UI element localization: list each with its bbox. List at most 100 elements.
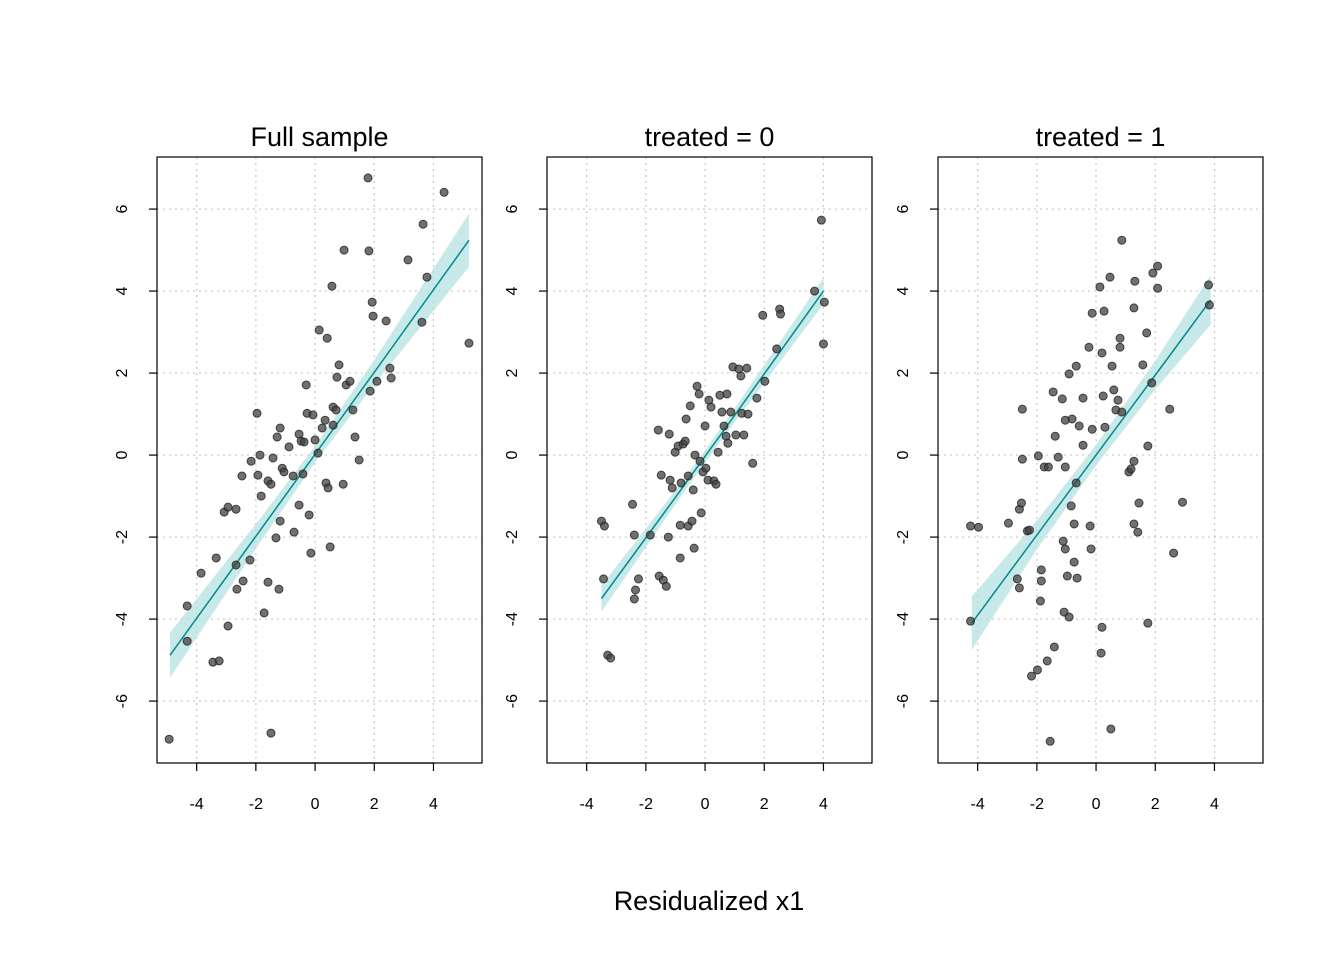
- point: [700, 421, 710, 431]
- plot-frame: [937, 156, 1264, 764]
- point: [1036, 576, 1046, 586]
- point: [1133, 527, 1143, 537]
- point: [628, 499, 638, 509]
- point: [1130, 276, 1140, 286]
- point: [464, 338, 474, 348]
- point: [772, 344, 782, 354]
- point: [1035, 596, 1045, 606]
- point: [665, 475, 675, 485]
- point: [1045, 736, 1055, 746]
- point: [1147, 378, 1157, 388]
- point: [1053, 452, 1063, 462]
- point: [599, 521, 609, 531]
- point: [274, 584, 284, 594]
- point: [1134, 498, 1144, 508]
- plot-frame: [546, 156, 873, 764]
- point: [1064, 612, 1074, 622]
- point: [1036, 565, 1046, 575]
- point: [268, 453, 278, 463]
- point: [364, 246, 374, 256]
- y-tick-label: 2: [895, 369, 912, 378]
- point: [1106, 724, 1116, 734]
- point: [1126, 464, 1136, 474]
- point: [345, 376, 355, 386]
- point: [752, 393, 762, 403]
- point: [196, 568, 206, 578]
- point: [1074, 421, 1084, 431]
- point: [818, 339, 828, 349]
- point: [275, 423, 285, 433]
- point: [231, 504, 241, 514]
- point: [661, 581, 671, 591]
- point: [1097, 622, 1107, 632]
- point: [211, 553, 221, 563]
- x-axis-label: Residualized x1: [614, 886, 805, 916]
- point: [339, 245, 349, 255]
- point: [1117, 407, 1127, 417]
- point: [1100, 422, 1110, 432]
- x-tick-label: -4: [190, 796, 204, 813]
- y-tick-label: -4: [504, 612, 521, 626]
- point: [272, 432, 282, 442]
- point: [719, 421, 729, 431]
- point: [266, 728, 276, 738]
- point: [731, 430, 741, 440]
- point: [232, 584, 242, 594]
- point: [1060, 544, 1070, 554]
- point: [758, 310, 768, 320]
- point: [320, 415, 330, 425]
- point: [164, 734, 174, 744]
- y-tick-label: 0: [895, 451, 912, 460]
- y-tick-label: 4: [895, 287, 912, 296]
- plot-frame: [156, 156, 483, 764]
- point: [1058, 536, 1068, 546]
- point: [289, 527, 299, 537]
- point: [306, 548, 316, 558]
- point: [1069, 519, 1079, 529]
- panel: treated = 0 -4 -2 0 2 4 -6 -4 -2 0 2 4 6: [504, 122, 873, 813]
- panel: treated = 1 -4 -2 0 2 4 -6 -4 -2 0 2 4 6: [895, 122, 1264, 813]
- point: [748, 458, 758, 468]
- point: [1014, 583, 1024, 593]
- point: [238, 576, 248, 586]
- point: [327, 281, 337, 291]
- y-tick-label: 0: [504, 451, 521, 460]
- point: [367, 297, 377, 307]
- point: [322, 333, 332, 343]
- point: [689, 543, 699, 553]
- point: [338, 479, 348, 489]
- point: [1204, 300, 1214, 310]
- point: [1017, 454, 1027, 464]
- fit-line: [971, 299, 1212, 624]
- y-tick-label: 6: [504, 205, 521, 214]
- point: [368, 311, 378, 321]
- point: [348, 405, 358, 415]
- x-tick-label: -2: [249, 796, 263, 813]
- point: [1153, 283, 1163, 293]
- point: [372, 376, 382, 386]
- point: [1042, 656, 1052, 666]
- y-tick-label: -4: [895, 612, 912, 626]
- fit-line: [169, 239, 470, 656]
- point: [288, 471, 298, 481]
- point: [606, 653, 616, 663]
- point: [1049, 642, 1059, 652]
- point: [1032, 665, 1042, 675]
- x-tick-label: -4: [580, 796, 594, 813]
- point: [245, 555, 255, 565]
- point: [1117, 235, 1127, 245]
- point: [776, 309, 786, 319]
- point: [310, 435, 320, 445]
- point: [279, 467, 289, 477]
- point: [1062, 571, 1072, 581]
- x-tick-label: -2: [639, 796, 653, 813]
- point: [676, 478, 686, 488]
- point: [363, 173, 373, 183]
- point: [645, 530, 655, 540]
- point: [332, 372, 342, 382]
- point: [629, 594, 639, 604]
- point: [1043, 462, 1053, 472]
- point: [1071, 478, 1081, 488]
- point: [966, 616, 976, 626]
